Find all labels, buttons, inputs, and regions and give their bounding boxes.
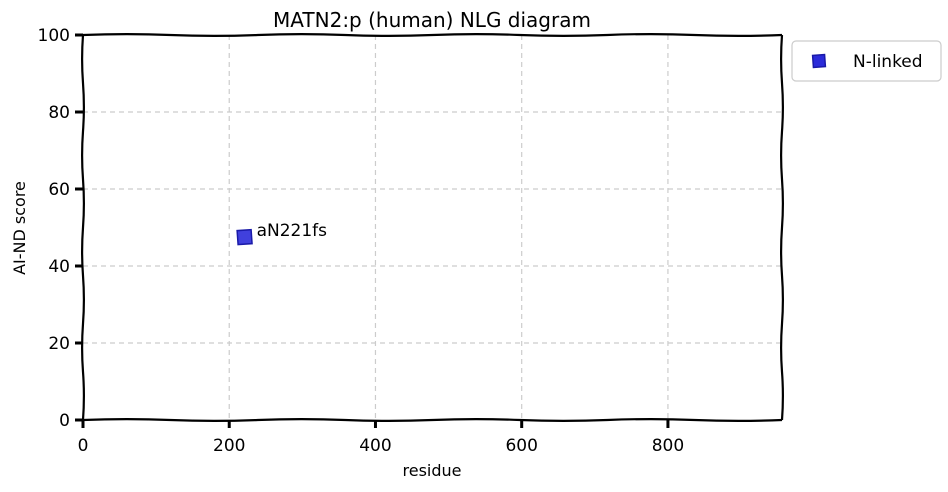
x-tick-label: 200: [213, 436, 245, 456]
y-tick-label: 100: [38, 26, 70, 46]
legend-label-n-linked: N-linked: [853, 52, 923, 72]
y-tick-label: 0: [59, 411, 70, 431]
x-axis-label: residue: [403, 461, 462, 480]
y-tick-label: 20: [48, 334, 70, 354]
legend-marker-n-linked: [811, 53, 827, 69]
grid-lines: [83, 35, 782, 420]
frame-edge: [82, 418, 783, 422]
frame-edge: [82, 33, 783, 37]
frame-edge: [81, 34, 85, 421]
frame-edge: [780, 34, 784, 421]
y-tick-label: 60: [48, 180, 70, 200]
data-point: [236, 228, 253, 246]
chart-title: MATN2:p (human) NLG diagram: [273, 8, 591, 32]
x-tick-label: 800: [652, 436, 684, 456]
data-points: aN221fs: [236, 221, 328, 246]
y-axis-label: AI-ND score: [10, 181, 29, 275]
legend: N-linked: [791, 40, 942, 82]
y-tick-label: 80: [48, 103, 70, 123]
y-axis-ticks: 0 20 40 60 80 100: [38, 26, 83, 431]
y-tick-label: 40: [48, 257, 70, 277]
x-axis-ticks: 0 200 400 600 800: [78, 420, 684, 456]
x-tick-label: 0: [78, 436, 89, 456]
x-tick-label: 600: [505, 436, 537, 456]
plot-frame: [81, 33, 784, 422]
x-tick-label: 400: [359, 436, 391, 456]
data-point-label: aN221fs: [257, 221, 328, 241]
legend-box: [791, 40, 942, 82]
